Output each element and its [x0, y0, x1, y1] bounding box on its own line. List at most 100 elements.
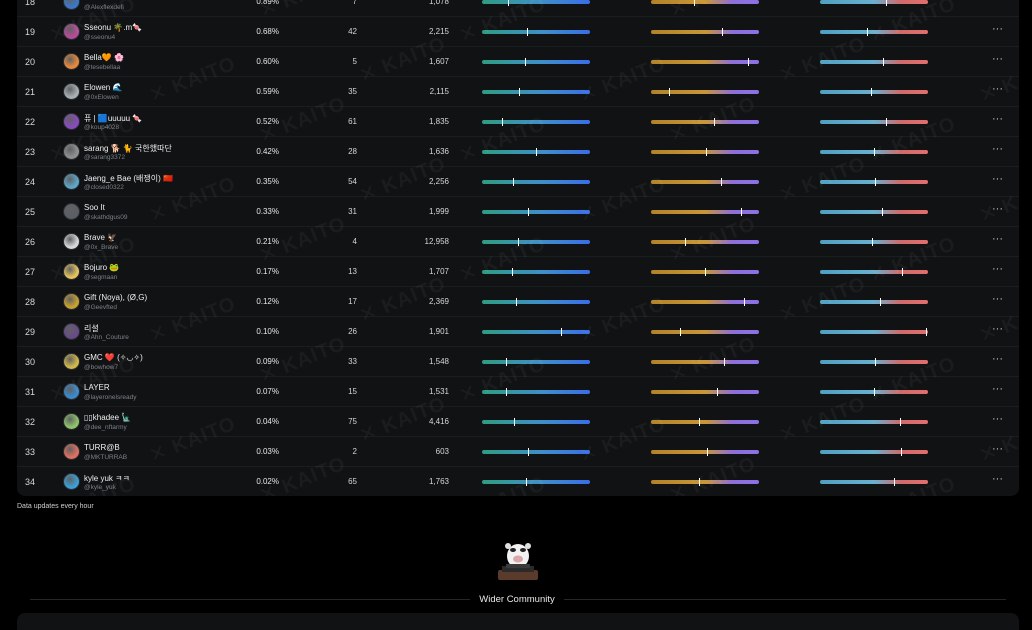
avatar[interactable] [63, 23, 80, 40]
table-row[interactable]: 21 Elowen 🌊 @0xElowen 0.59% 35 2,115 ··· [17, 77, 1019, 107]
table-row[interactable]: 34 kyle yuk ㅋㅋ @kyle_yuk 0.02% 65 1,763 ··· [17, 467, 1019, 496]
more-horizontal-icon[interactable]: ··· [992, 263, 1003, 275]
stat-total: 1,078 [428, 0, 449, 6]
table-row[interactable]: 23 sarang 🐕 🐈 국한했따단 @sarang3372 0.42% 28 1,63… [17, 137, 1019, 167]
avatar[interactable] [63, 473, 80, 490]
user-display-name[interactable]: kyle yuk ㅋㅋ [84, 474, 130, 483]
stat-total: 1,901 [428, 327, 449, 336]
metric-bar-2 [651, 328, 759, 336]
table-row[interactable]: 26 Brave 🦅 @0x_Brave 0.21% 4 12,958 ··· [17, 227, 1019, 257]
metric-marker [506, 358, 507, 366]
more-horizontal-icon[interactable]: ··· [992, 53, 1003, 65]
more-horizontal-icon[interactable]: ··· [992, 143, 1003, 155]
avatar[interactable] [63, 293, 80, 310]
more-horizontal-icon[interactable]: ··· [992, 83, 1003, 95]
stat-total: 2,369 [428, 297, 449, 306]
section-divider-left [30, 599, 470, 600]
more-horizontal-icon[interactable]: ··· [992, 233, 1003, 245]
table-row[interactable]: 22 퓨 | 🟦uuuuu 🍬 @koup4028 0.52% 61 1,835 ··· [17, 107, 1019, 137]
stat-count: 54 [348, 177, 357, 186]
more-horizontal-icon[interactable]: ··· [992, 113, 1003, 125]
user-display-name[interactable]: GMC ❤️ (✧◡✧) [84, 353, 143, 362]
more-horizontal-icon[interactable]: ··· [992, 23, 1003, 35]
user-display-name[interactable]: 리셜 [84, 324, 99, 333]
user-display-name[interactable]: Soo It [84, 203, 105, 212]
mindshare-percent: 0.89% [256, 0, 279, 6]
user-display-name[interactable]: Bella🧡 🌸 [84, 53, 124, 62]
table-row[interactable]: 31 LAYER @layeronelsready 0.07% 15 1,531 ··· [17, 377, 1019, 407]
avatar[interactable] [63, 413, 80, 430]
more-horizontal-icon[interactable]: ··· [992, 353, 1003, 365]
user-display-name[interactable]: LAYER [84, 383, 110, 392]
metric-marker [502, 118, 503, 126]
metric-marker [748, 58, 749, 66]
more-horizontal-icon[interactable]: ··· [992, 173, 1003, 185]
table-row[interactable]: 19 Sseonu 🌴.m🍬 @sseonu4 0.68% 42 2,215 ··· [17, 17, 1019, 47]
more-horizontal-icon[interactable]: ··· [992, 323, 1003, 335]
avatar[interactable] [63, 263, 80, 280]
avatar[interactable] [63, 323, 80, 340]
avatar[interactable] [63, 113, 80, 130]
avatar[interactable] [63, 53, 80, 70]
user-display-name[interactable]: ▯▯khadee 🗽 [84, 413, 132, 422]
table-row[interactable]: 29 리셜 @Ahn_Couture 0.10% 26 1,901 ··· [17, 317, 1019, 347]
table-row[interactable]: 32 ▯▯khadee 🗽 @dee_nftarmy 0.04% 75 4,416 ··· [17, 407, 1019, 437]
avatar[interactable] [63, 383, 80, 400]
stat-count: 65 [348, 477, 357, 486]
table-row[interactable]: 33 TURR@B @MKTURRAB 0.03% 2 603 ··· [17, 437, 1019, 467]
user-display-name[interactable]: TURR@B [84, 443, 120, 452]
avatar[interactable] [63, 83, 80, 100]
user-handle: @segmaan [84, 274, 118, 281]
avatar[interactable] [63, 443, 80, 460]
avatar[interactable] [63, 203, 80, 220]
user-display-name[interactable]: 퓨 | 🟦uuuuu 🍬 [84, 114, 143, 123]
metric-marker [721, 178, 722, 186]
avatar[interactable] [63, 353, 80, 370]
metric-bar-2 [651, 88, 759, 96]
more-horizontal-icon[interactable]: ··· [992, 383, 1003, 395]
section-divider-right [564, 599, 1006, 600]
table-row[interactable]: 25 Soo It @skathdgus09 0.33% 31 1,999 ··· [17, 197, 1019, 227]
stat-total: 1,707 [428, 267, 449, 276]
more-horizontal-icon[interactable]: ··· [992, 443, 1003, 455]
user-display-name[interactable]: Bojuro 🐸 [84, 263, 120, 272]
metric-marker [875, 358, 876, 366]
avatar[interactable] [63, 233, 80, 250]
leaderboard-table: 18 @Alexflexdefi 0.89% 7 1,078 ··· 19 Sseonu 🌴.… [17, 0, 1019, 496]
table-row[interactable]: 24 Jaeng_e Bae (배쟁이) 🇨🇳 @closed0322 0.35% 54… [17, 167, 1019, 197]
table-row[interactable]: 20 Bella🧡 🌸 @tesebellaa 0.60% 5 1,607 ··· [17, 47, 1019, 77]
stat-count: 17 [348, 297, 357, 306]
metric-marker [705, 268, 706, 276]
table-row[interactable]: 28 Gift (Noya), (Ø,G) @Geevfted 0.12% 17 2,36… [17, 287, 1019, 317]
section-title: Wider Community [479, 594, 555, 605]
user-display-name[interactable]: Sseonu 🌴.m🍬 [84, 23, 143, 32]
user-display-name[interactable]: Jaeng_e Bae (배쟁이) 🇨🇳 [84, 174, 173, 183]
mindshare-percent: 0.21% [256, 237, 279, 246]
user-display-name[interactable]: Brave 🦅 [84, 233, 118, 242]
more-horizontal-icon[interactable]: ··· [992, 293, 1003, 305]
more-horizontal-icon[interactable]: ··· [992, 0, 1003, 5]
more-horizontal-icon[interactable]: ··· [992, 413, 1003, 425]
user-display-name[interactable]: Elowen 🌊 [84, 83, 123, 92]
table-row[interactable]: 18 @Alexflexdefi 0.89% 7 1,078 ··· [17, 0, 1019, 17]
stat-total: 2,115 [429, 87, 449, 96]
table-row[interactable]: 27 Bojuro 🐸 @segmaan 0.17% 13 1,707 ··· [17, 257, 1019, 287]
mindshare-percent: 0.04% [256, 417, 279, 426]
user-display-name[interactable]: sarang 🐕 🐈 국한했따단 [84, 144, 172, 153]
avatar[interactable] [63, 0, 80, 10]
more-horizontal-icon[interactable]: ··· [992, 473, 1003, 485]
user-handle: @Geevfted [84, 304, 117, 311]
user-handle: @sseonu4 [84, 34, 116, 41]
mindshare-percent: 0.42% [256, 147, 279, 156]
user-display-name[interactable]: Gift (Noya), (Ø,G) [84, 293, 148, 302]
mindshare-percent: 0.09% [256, 357, 279, 366]
table-row[interactable]: 30 GMC ❤️ (✧◡✧) @bowhow7 0.09% 33 1,548 ··· [17, 347, 1019, 377]
avatar[interactable] [63, 173, 80, 190]
more-horizontal-icon[interactable]: ··· [992, 203, 1003, 215]
user-handle: @layeronelsready [84, 394, 137, 401]
avatar[interactable] [63, 143, 80, 160]
metric-marker [506, 388, 507, 396]
metric-marker [519, 88, 520, 96]
metric-bar-3 [820, 88, 928, 96]
user-handle: @tesebellaa [84, 64, 121, 71]
